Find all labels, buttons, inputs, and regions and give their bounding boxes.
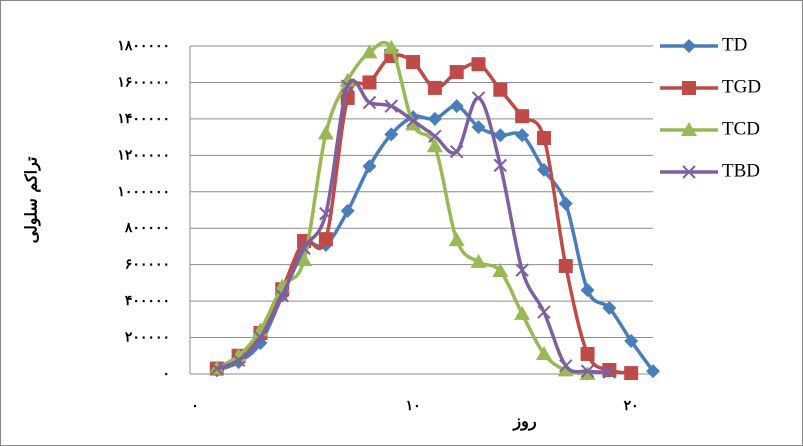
data-point — [449, 65, 464, 80]
data-point — [514, 305, 531, 320]
data-point — [449, 99, 464, 114]
data-point — [493, 82, 508, 97]
x-tick-label: ۰ — [191, 398, 199, 414]
data-point — [427, 80, 442, 95]
data-point — [450, 144, 464, 159]
data-point — [602, 362, 617, 377]
legend-marker — [682, 39, 696, 53]
y-tick-label: ۱۴۰۰۰۰۰ — [117, 111, 170, 127]
data-point — [515, 128, 530, 143]
legend-label: TGD — [722, 76, 761, 97]
data-point — [384, 99, 398, 113]
data-point — [318, 232, 333, 247]
data-point — [492, 263, 509, 278]
data-point — [362, 95, 377, 110]
y-tick-label: ۱۰۰۰۰۰۰ — [117, 184, 170, 200]
y-tick-label: ۲۰۰۰۰۰ — [125, 330, 170, 346]
data-point — [536, 162, 551, 177]
legend-marker — [681, 122, 697, 136]
data-point — [253, 330, 268, 345]
data-point — [624, 366, 639, 381]
data-point — [428, 129, 442, 143]
y-tick-label: ۸۰۰۰۰۰ — [124, 220, 170, 236]
data-point — [493, 158, 508, 173]
data-point — [317, 125, 334, 140]
data-point — [384, 127, 399, 142]
data-point — [340, 79, 355, 93]
data-point — [470, 253, 487, 268]
data-point — [624, 334, 639, 349]
data-point — [383, 39, 400, 54]
data-point — [471, 91, 486, 105]
data-point — [275, 288, 289, 303]
data-point — [515, 109, 530, 124]
data-point — [557, 362, 574, 377]
data-point — [448, 232, 465, 247]
legend-marker — [682, 165, 696, 179]
data-point — [580, 364, 595, 378]
data-point — [471, 57, 486, 72]
y-tick-label: ۴۰۰۰۰۰ — [125, 293, 170, 309]
x-axis-label: روز — [512, 412, 536, 432]
data-point — [296, 252, 313, 267]
data-point — [340, 203, 355, 218]
legend-label: TBD — [722, 160, 760, 181]
data-point — [471, 120, 486, 135]
data-point — [406, 55, 421, 70]
legend-marker — [682, 81, 696, 95]
data-point — [210, 361, 224, 376]
data-point — [319, 206, 333, 221]
x-tick-label: ۲۰ — [624, 398, 639, 414]
data-point — [602, 301, 617, 316]
legend-label: TD — [722, 34, 747, 55]
data-point — [427, 111, 442, 126]
data-point — [405, 116, 422, 131]
data-point — [493, 128, 508, 143]
data-point — [580, 346, 595, 361]
data-point — [580, 283, 595, 298]
y-tick-label: ۱۶۰۰۰۰۰ — [117, 74, 170, 90]
legend-label: TCD — [722, 118, 760, 139]
data-point — [362, 159, 377, 174]
data-point — [406, 114, 420, 128]
data-point — [558, 196, 573, 211]
data-point — [602, 365, 617, 379]
y-tick-label: ۰ — [162, 366, 170, 382]
data-point — [535, 345, 552, 360]
data-point — [231, 353, 246, 368]
data-point — [536, 131, 551, 146]
data-point — [515, 263, 529, 277]
data-point — [361, 44, 378, 59]
data-point — [558, 258, 573, 273]
data-point — [426, 138, 443, 153]
data-point — [646, 364, 660, 379]
data-point — [559, 359, 573, 373]
data-point — [297, 241, 311, 255]
y-tick-label: ۱۸۰۰۰۰۰ — [117, 38, 170, 54]
y-axis-label: تراکم سلولی — [22, 156, 42, 243]
data-point — [362, 75, 377, 90]
x-tick-label: ۱۰ — [406, 398, 421, 414]
y-tick-label: ۶۰۰۰۰۰ — [125, 257, 170, 273]
data-point — [537, 305, 551, 319]
y-tick-label: ۱۲۰۰۰۰۰ — [117, 147, 170, 163]
